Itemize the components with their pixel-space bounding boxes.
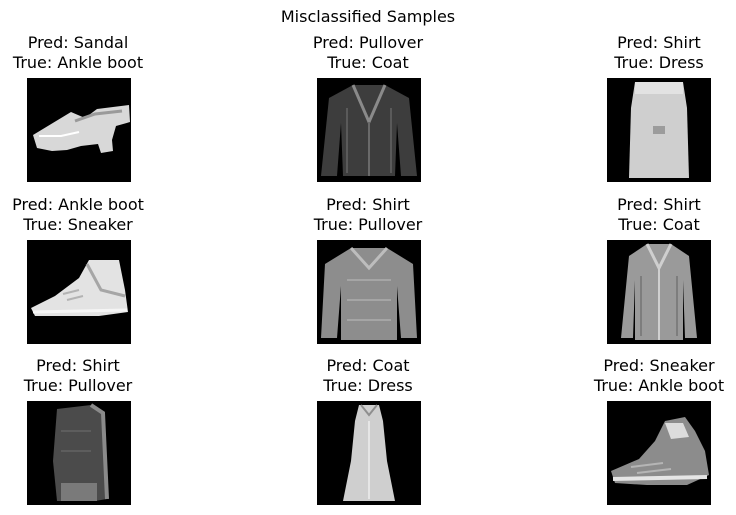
coat-image bbox=[317, 78, 421, 182]
sample-panel-8: Pred: Coat True: Dress bbox=[288, 356, 448, 396]
true-label: True: Coat bbox=[327, 53, 409, 72]
coat-image bbox=[607, 240, 711, 344]
true-label: True: Pullover bbox=[313, 215, 423, 234]
true-label: True: Sneaker bbox=[23, 215, 133, 234]
sample-panel-2: Pred: Pullover True: Coat bbox=[288, 33, 448, 73]
pred-label: Pred: Ankle boot bbox=[12, 195, 144, 214]
true-label: True: Coat bbox=[618, 215, 700, 234]
sample-panel-4: Pred: Ankle boot True: Sneaker bbox=[0, 195, 158, 235]
pred-label: Pred: Shirt bbox=[617, 195, 701, 214]
sample-panel-9: Pred: Sneaker True: Ankle boot bbox=[579, 356, 736, 396]
sample-panel-6: Pred: Shirt True: Coat bbox=[579, 195, 736, 235]
pred-label: Pred: Shirt bbox=[326, 195, 410, 214]
sneaker-image bbox=[27, 240, 131, 344]
pred-label: Pred: Coat bbox=[326, 356, 410, 375]
pred-label: Pred: Shirt bbox=[36, 356, 120, 375]
pullover-image bbox=[27, 401, 131, 505]
sample-panel-7: Pred: Shirt True: Pullover bbox=[0, 356, 158, 396]
pred-label: Pred: Shirt bbox=[617, 33, 701, 52]
pred-label: Pred: Sandal bbox=[27, 33, 129, 52]
true-label: True: Ankle boot bbox=[12, 53, 144, 72]
dress-image bbox=[317, 401, 421, 505]
true-label: True: Ankle boot bbox=[593, 376, 725, 395]
ankle-boot-image bbox=[607, 401, 711, 505]
figure-title: Misclassified Samples bbox=[280, 7, 456, 26]
true-label: True: Dress bbox=[614, 53, 704, 72]
dress-image bbox=[607, 78, 711, 182]
sample-panel-5: Pred: Shirt True: Pullover bbox=[288, 195, 448, 235]
ankle-boot-image bbox=[27, 78, 131, 182]
pred-label: Pred: Pullover bbox=[312, 33, 424, 52]
true-label: True: Pullover bbox=[23, 376, 133, 395]
pred-label: Pred: Sneaker bbox=[603, 356, 715, 375]
sample-panel-3: Pred: Shirt True: Dress bbox=[579, 33, 736, 73]
pullover-image bbox=[317, 240, 421, 344]
true-label: True: Dress bbox=[323, 376, 413, 395]
sample-panel-1: Pred: Sandal True: Ankle boot bbox=[0, 33, 158, 73]
